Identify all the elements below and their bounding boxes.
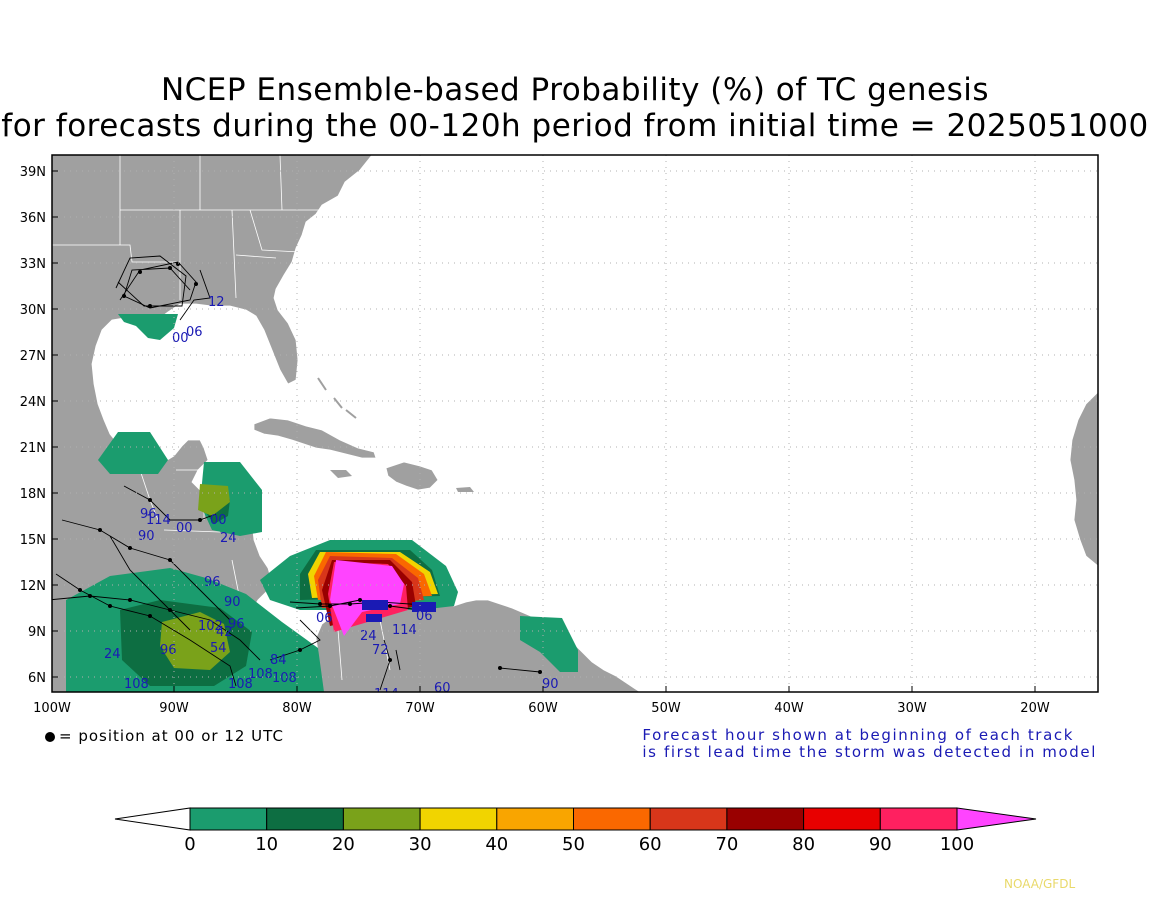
- lat-label: 39N: [20, 165, 46, 180]
- lat-label: 36N: [20, 211, 46, 226]
- forecast-note-line2: is first lead time the storm was detecte…: [642, 743, 1097, 761]
- lon-label: 30W: [897, 701, 927, 716]
- track-label: 90: [138, 529, 155, 544]
- track-label: 96: [160, 643, 177, 658]
- lon-label: 90W: [159, 701, 189, 716]
- lon-label: 70W: [405, 701, 435, 716]
- lat-label: 6N: [28, 671, 46, 686]
- position-legend-text: = position at 00 or 12 UTC: [59, 727, 284, 745]
- lat-label: 27N: [20, 349, 46, 364]
- map-frame: [51, 154, 1099, 693]
- land-hispaniola: [385, 461, 439, 491]
- credit-text: NOAA/GFDL: [1004, 877, 1076, 891]
- track-label: 12: [208, 295, 225, 310]
- track-label: 96: [204, 575, 221, 590]
- map-title-line1: NCEP Ensemble-based Probability (%) of T…: [160, 72, 990, 108]
- track-label: 24: [360, 629, 377, 644]
- track-label: 00: [176, 521, 193, 536]
- track-label: 108: [124, 677, 149, 692]
- track-label: 00: [210, 513, 227, 528]
- track-label: 00: [172, 331, 189, 346]
- position-legend: = position at 00 or 12 UTC: [45, 727, 284, 745]
- land-cuba: [253, 417, 377, 459]
- track-label: 114: [146, 513, 171, 528]
- map-grid: [52, 155, 1098, 692]
- track-label: 24: [104, 647, 121, 662]
- lat-label: 15N: [20, 533, 46, 548]
- lat-label: 18N: [20, 487, 46, 502]
- track-label: 114: [374, 687, 399, 702]
- lat-label: 30N: [20, 303, 46, 318]
- forecast-note-line1: Forecast hour shown at beginning of each…: [642, 726, 1074, 744]
- track-label: 108: [228, 677, 253, 692]
- track-label: 96: [228, 617, 245, 632]
- lat-label: 21N: [20, 441, 46, 456]
- lat-axis-labels: 39N 36N 33N 30N 27N 24N 21N 18N 15N 12N …: [20, 165, 46, 686]
- track-label: 06: [186, 325, 203, 340]
- track-label: 90: [224, 595, 241, 610]
- track-label: 60: [434, 681, 451, 696]
- track-label: 96: [140, 507, 157, 522]
- lon-label: 100W: [33, 701, 71, 716]
- map-title-line2: for forecasts during the 00-120h period …: [1, 108, 1149, 144]
- track-label: 72: [372, 643, 389, 658]
- lon-label: 50W: [651, 701, 681, 716]
- lat-label: 33N: [20, 257, 46, 272]
- track-label: 54: [210, 641, 227, 656]
- track-label: 108: [272, 671, 297, 686]
- forecast-hour-note: Forecast hour shown at beginning of each…: [642, 727, 1097, 761]
- lat-label: 24N: [20, 395, 46, 410]
- track-label: 114: [392, 623, 417, 638]
- track-label: 06: [316, 611, 333, 626]
- track-label: 90: [542, 677, 559, 692]
- land-africa: [1069, 391, 1098, 567]
- lon-label: 20W: [1020, 701, 1050, 716]
- lat-label: 12N: [20, 579, 46, 594]
- lon-axis-labels: 100W 90W 80W 70W 60W 50W 40W 30W 20W: [33, 701, 1050, 716]
- track-label: 42: [216, 625, 233, 640]
- track-labels: 12 06 00 96 114 90 00 00 24 96 90 102 96…: [104, 295, 559, 702]
- lon-label: 80W: [282, 701, 312, 716]
- lon-label: 60W: [528, 701, 558, 716]
- track-label: 102: [198, 619, 223, 634]
- track-label: 24: [220, 531, 237, 546]
- track-label: 108: [248, 667, 273, 682]
- position-dot-icon: [45, 731, 55, 742]
- track-label: 06: [416, 609, 433, 624]
- lon-label: 40W: [774, 701, 804, 716]
- track-label: 84: [270, 653, 287, 668]
- lat-label: 9N: [28, 625, 46, 640]
